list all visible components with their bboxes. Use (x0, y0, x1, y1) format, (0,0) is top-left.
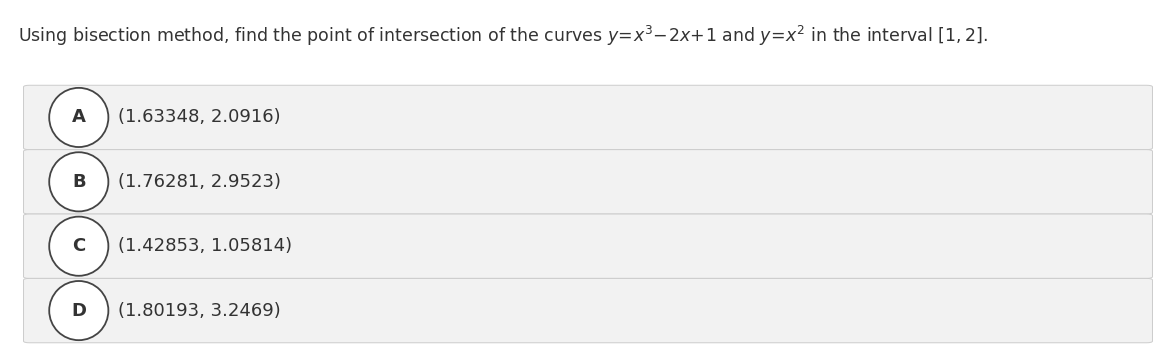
Text: (1.76281, 2.9523): (1.76281, 2.9523) (118, 173, 281, 191)
Text: Using bisection method, find the point of intersection of the curves $y\!=\!x^3\: Using bisection method, find the point o… (18, 24, 988, 48)
Ellipse shape (49, 281, 108, 340)
Text: B: B (72, 173, 86, 191)
FancyBboxPatch shape (24, 85, 1152, 150)
Ellipse shape (49, 152, 108, 212)
Text: A: A (72, 109, 86, 126)
FancyBboxPatch shape (24, 278, 1152, 343)
Text: C: C (72, 237, 86, 255)
Ellipse shape (49, 88, 108, 147)
FancyBboxPatch shape (24, 214, 1152, 278)
Ellipse shape (49, 216, 108, 276)
FancyBboxPatch shape (24, 150, 1152, 214)
Text: (1.42853, 1.05814): (1.42853, 1.05814) (118, 237, 292, 255)
Text: D: D (72, 302, 86, 319)
Text: (1.80193, 3.2469): (1.80193, 3.2469) (118, 302, 280, 319)
Text: (1.63348, 2.0916): (1.63348, 2.0916) (118, 109, 280, 126)
